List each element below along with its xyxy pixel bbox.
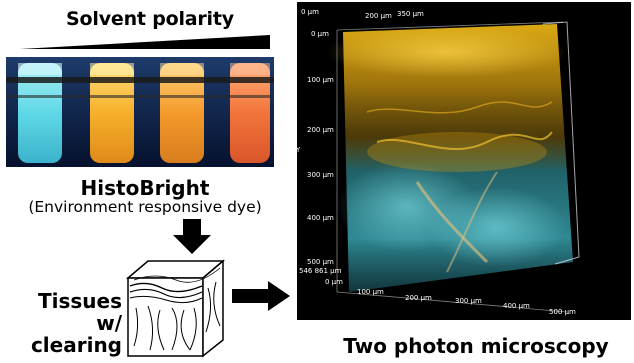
dye-subtitle: (Environment responsive dye) — [28, 198, 262, 216]
tube-4 — [230, 63, 270, 163]
axis-left-6: 546 861 µm — [299, 267, 342, 275]
tissue-label-line2: w/ clearing — [30, 311, 122, 357]
axis-left-4: 400 µm — [307, 214, 334, 222]
axis-top-1: 200 µm — [365, 12, 392, 20]
axis-left-5: 500 µm — [307, 258, 334, 266]
dye-name: HistoBright — [80, 176, 210, 200]
microscopy-caption: Two photon microscopy — [343, 334, 609, 358]
axis-bottom-4: 400 µm — [503, 302, 530, 310]
axis-bottom-0: 0 µm — [325, 278, 343, 286]
tissue-label: Tissues w/ clearing — [4, 290, 122, 356]
axis-bottom-3: 300 µm — [455, 297, 482, 305]
polarity-wedge — [20, 35, 270, 49]
axis-left-2: 200 µm — [307, 126, 334, 134]
axis-left-1: 100 µm — [307, 76, 334, 84]
solvent-polarity-label: Solvent polarity — [66, 8, 234, 30]
axis-top-0: 0 µm — [301, 8, 319, 16]
tube-1 — [18, 63, 62, 163]
axis-left-3: 300 µm — [307, 171, 334, 179]
axis-bottom-5: 500 µm — [549, 308, 576, 316]
tissue-cube-illustration — [126, 259, 226, 358]
axis-top-2: 350 µm — [397, 10, 424, 18]
tube-2 — [90, 63, 134, 163]
right-arrow-icon — [232, 281, 290, 311]
axis-bottom-1: 100 µm — [357, 288, 384, 296]
down-arrow-icon — [173, 219, 211, 254]
tissue-label-line1: Tissues — [37, 289, 122, 313]
dye-tubes-photo — [6, 57, 274, 167]
axis-left-0: 0 µm — [311, 30, 329, 38]
axis-bottom-2: 200 µm — [405, 294, 432, 302]
tube-3 — [160, 63, 204, 163]
axis-side-label: Y — [297, 146, 301, 154]
two-photon-microscopy-image: 0 µm 200 µm 350 µm 0 µm 100 µm 200 µm 30… — [297, 2, 631, 320]
